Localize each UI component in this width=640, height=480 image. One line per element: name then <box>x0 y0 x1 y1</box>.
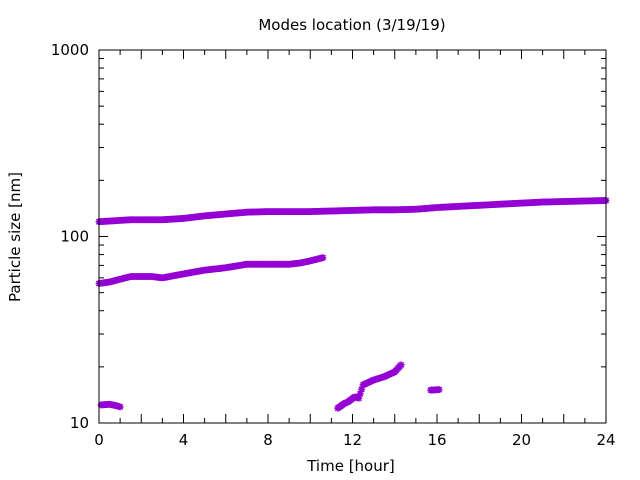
data-point <box>397 361 405 369</box>
x-tick-label: 20 <box>512 431 531 449</box>
data-point <box>356 390 364 398</box>
data-point <box>358 385 366 393</box>
x-tick-label: 4 <box>179 431 189 449</box>
data-point <box>435 386 443 394</box>
y-tick-label: 100 <box>60 228 89 246</box>
series-5 <box>427 386 443 394</box>
x-tick-label: 0 <box>94 431 104 449</box>
series-4 <box>334 361 405 412</box>
x-tick-label: 24 <box>596 431 615 449</box>
plot-area: 0 4 8 12 16 20 24 10 100 1000 <box>51 41 616 449</box>
x-tick-label: 16 <box>427 431 446 449</box>
x-axis-label: Time [hour] <box>306 457 395 475</box>
data-point <box>116 403 124 411</box>
series-2 <box>95 254 327 287</box>
data-point <box>355 394 363 402</box>
y-tick-label: 1000 <box>51 41 89 59</box>
y-tick-label: 10 <box>70 414 89 432</box>
chart-title: Modes location (3/19/19) <box>258 16 445 34</box>
series-3 <box>97 400 124 411</box>
series-1 <box>95 197 610 226</box>
plot-frame <box>98 49 607 424</box>
x-tick-label: 12 <box>343 431 362 449</box>
x-tick-label: 8 <box>263 431 273 449</box>
y-axis-label: Particle size [nm] <box>6 172 24 302</box>
data-point <box>319 254 327 262</box>
